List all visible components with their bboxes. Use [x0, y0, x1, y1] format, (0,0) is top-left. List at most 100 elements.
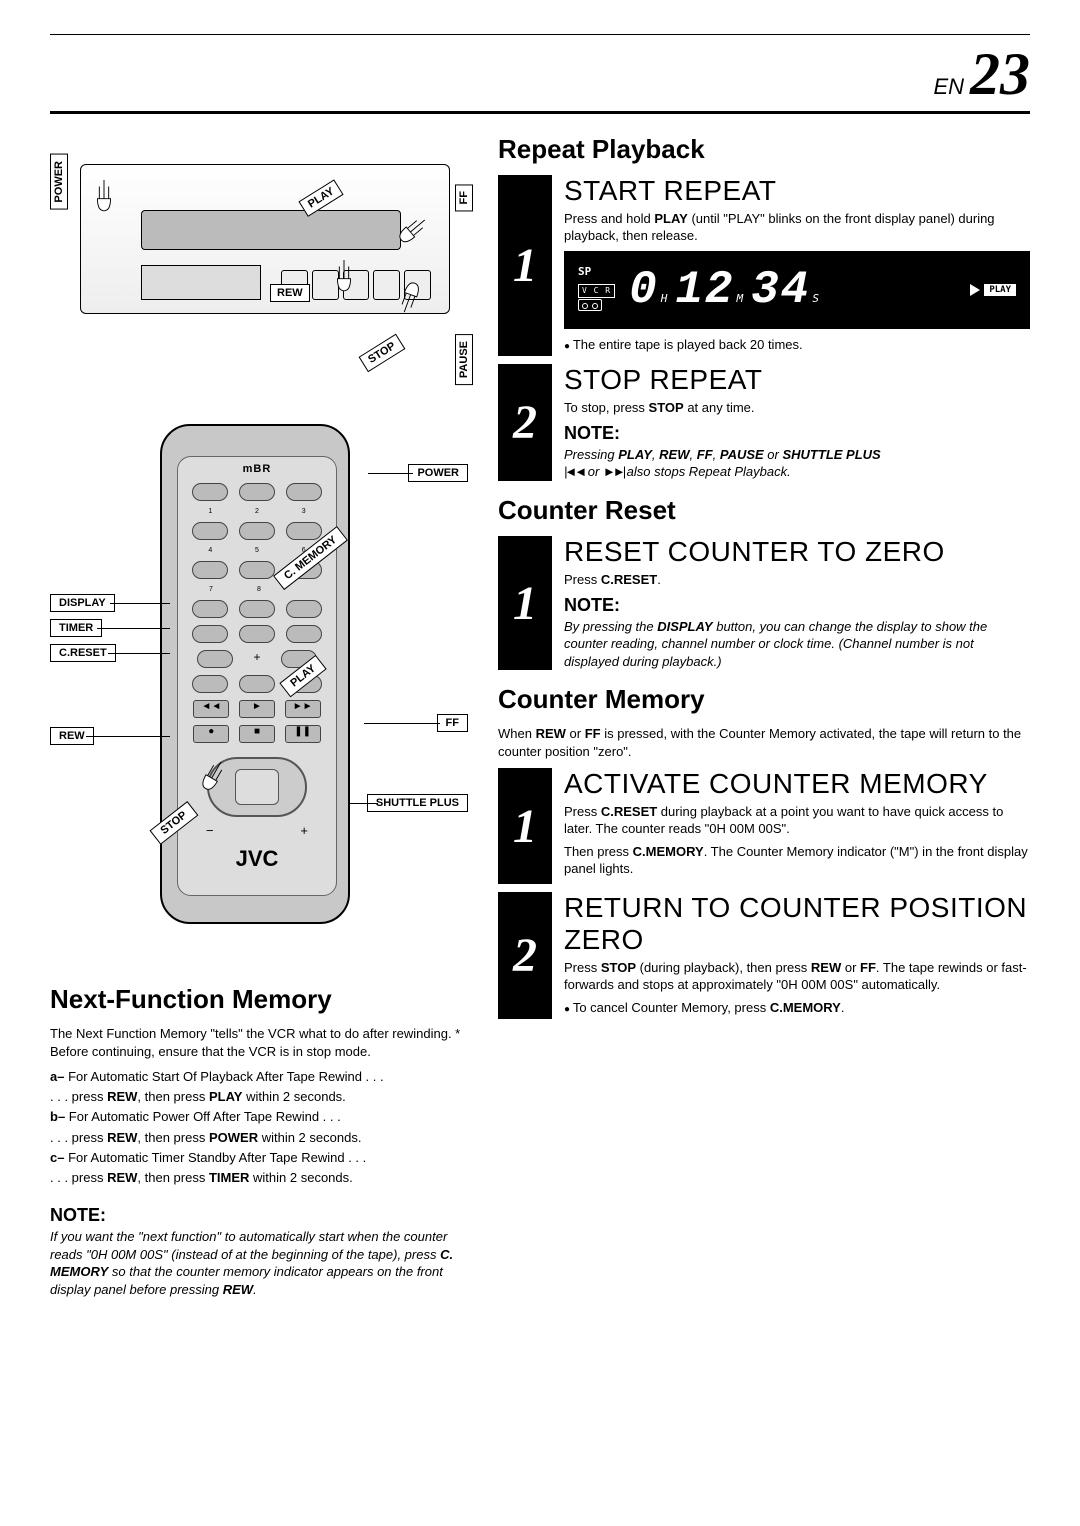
counterreset-step1: 1 RESET COUNTER TO ZERO Press C.RESET. N… [498, 536, 1030, 671]
callout-stop: STOP [359, 334, 406, 372]
next-function-body: The Next Function Memory "tells" the VCR… [50, 1025, 468, 1298]
callout-power: POWER [50, 154, 68, 210]
remote-body: mBR 123 456 78 + ◄◄►►► ●■❚❚ [160, 424, 350, 924]
remote-btn [239, 522, 275, 540]
remote-btn [286, 522, 322, 540]
bullet: The entire tape is played back 20 times. [564, 337, 1030, 352]
remote-btn: ❚❚ [285, 725, 321, 743]
step-number: 1 [498, 536, 552, 671]
remote-btn [192, 561, 228, 579]
num-label: 7 [209, 586, 213, 593]
label-shuttleplus: SHUTTLE PLUS [367, 794, 468, 812]
jvc-logo: JVC [178, 846, 336, 872]
page-lang: EN [933, 74, 964, 100]
step-number: 2 [498, 364, 552, 481]
num-label: 4 [208, 547, 212, 554]
step-text: Press and hold PLAY (until "PLAY" blinks… [564, 211, 1030, 245]
remote-button-grid: 123 456 78 + ◄◄►►► ●■❚❚ [178, 475, 336, 751]
tape-icon [578, 299, 602, 311]
remote-btn [286, 483, 322, 501]
sp-indicator: SP [578, 264, 615, 281]
remote-btn: ◄◄ [193, 700, 229, 718]
repeat-step2: 2 STOP REPEAT To stop, press STOP at any… [498, 364, 1030, 481]
right-column: Repeat Playback 1 START REPEAT Press and… [498, 134, 1030, 1306]
nfm-item: c– For Automatic Timer Standby After Tap… [50, 1149, 468, 1167]
vfd-left: SP V C R [578, 264, 615, 317]
step-text: Press STOP (during playback), then press… [564, 960, 1030, 994]
page-number: 23 [970, 40, 1030, 109]
heading-repeat: Repeat Playback [498, 134, 1030, 165]
remote-btn [286, 600, 322, 618]
remote-btn [192, 675, 228, 693]
cm-step1: 1 ACTIVATE COUNTER MEMORY Press C.RESET … [498, 768, 1030, 884]
note-text: Pressing PLAY, REW, FF, PAUSE or SHUTTLE… [564, 446, 1030, 481]
step-title: RESET COUNTER TO ZERO [564, 536, 1030, 568]
step-title: START REPEAT [564, 175, 1030, 207]
heading-next-function: Next-Function Memory [50, 984, 468, 1015]
vcr-display-panel [141, 265, 261, 300]
leader-line [97, 628, 170, 629]
nfm-item: a– For Automatic Start Of Playback After… [50, 1068, 468, 1086]
leader-line [364, 723, 440, 724]
remote-btn [239, 600, 275, 618]
remote-btn: ■ [239, 725, 275, 743]
remote-btn [239, 483, 275, 501]
note-label: NOTE: [564, 423, 1030, 444]
label-power: POWER [408, 464, 468, 482]
hand-icon [90, 174, 118, 214]
callout-ff: FF [455, 184, 473, 211]
nfm-item-action: . . . press REW, then press TIMER within… [50, 1169, 468, 1187]
remote-top-brand: mBR [178, 463, 336, 475]
nfm-list: a– For Automatic Start Of Playback After… [50, 1068, 468, 1187]
step-text: To stop, press STOP at any time. [564, 400, 1030, 417]
hand-icon [330, 254, 358, 294]
leader-line [348, 803, 378, 804]
nfm-item-action: . . . press REW, then press PLAY within … [50, 1088, 468, 1106]
leader-line [108, 653, 170, 654]
note-label: NOTE: [564, 595, 1030, 616]
step-title: RETURN TO COUNTER POSITION ZERO [564, 892, 1030, 956]
page-header: EN 23 [50, 40, 1030, 114]
leader-line [86, 736, 170, 737]
m-unit: M [737, 292, 746, 305]
shuttle-dpad [235, 769, 279, 805]
vfd-right: PLAY [970, 284, 1016, 296]
vcr-indicator: V C R [578, 284, 615, 298]
s-unit: S [812, 292, 821, 305]
repeat-step1: 1 START REPEAT Press and hold PLAY (unti… [498, 175, 1030, 356]
remote-btn [192, 625, 228, 643]
remote-diagram: mBR 123 456 78 + ◄◄►►► ●■❚❚ [50, 414, 468, 954]
leader-line [110, 603, 170, 604]
plusminus-row: −+ [178, 823, 336, 838]
nfm-item-action: . . . press REW, then press POWER within… [50, 1129, 468, 1147]
vcr-diagram: POWER FF PLAY REW STOP PAUSE [50, 134, 468, 394]
remote-btn [239, 561, 275, 579]
heading-counter-memory: Counter Memory [498, 684, 1030, 715]
two-column-layout: POWER FF PLAY REW STOP PAUSE mBR 123 [50, 134, 1030, 1306]
num-label: 3 [302, 508, 306, 515]
hours: 0 [629, 264, 659, 316]
callout-rew: REW [270, 284, 310, 302]
step-number: 1 [498, 175, 552, 356]
step-title: STOP REPEAT [564, 364, 1030, 396]
note-text: By pressing the DISPLAY button, you can … [564, 618, 1030, 671]
step-text: Press C.RESET during playback at a point… [564, 804, 1030, 838]
bullet: To cancel Counter Memory, press C.MEMORY… [564, 1000, 1030, 1015]
remote-btn [192, 600, 228, 618]
remote-btn [192, 483, 228, 501]
label-timer: TIMER [50, 619, 102, 637]
heading-counter-reset: Counter Reset [498, 495, 1030, 526]
step-text: Then press C.MEMORY. The Counter Memory … [564, 844, 1030, 878]
label-display: DISPLAY [50, 594, 115, 612]
num-label: 2 [255, 508, 259, 515]
num-label: 8 [257, 586, 261, 593]
remote-btn [239, 675, 275, 693]
remote-btn: ● [193, 725, 229, 743]
callout-pause: PAUSE [455, 334, 473, 385]
leader-line [368, 473, 413, 474]
step-text: Press C.RESET. [564, 572, 1030, 589]
remote-btn [197, 650, 233, 668]
seconds: 34 [751, 264, 810, 316]
nfm-item: b– For Automatic Power Off After Tape Re… [50, 1108, 468, 1126]
play-indicator: PLAY [984, 284, 1016, 296]
